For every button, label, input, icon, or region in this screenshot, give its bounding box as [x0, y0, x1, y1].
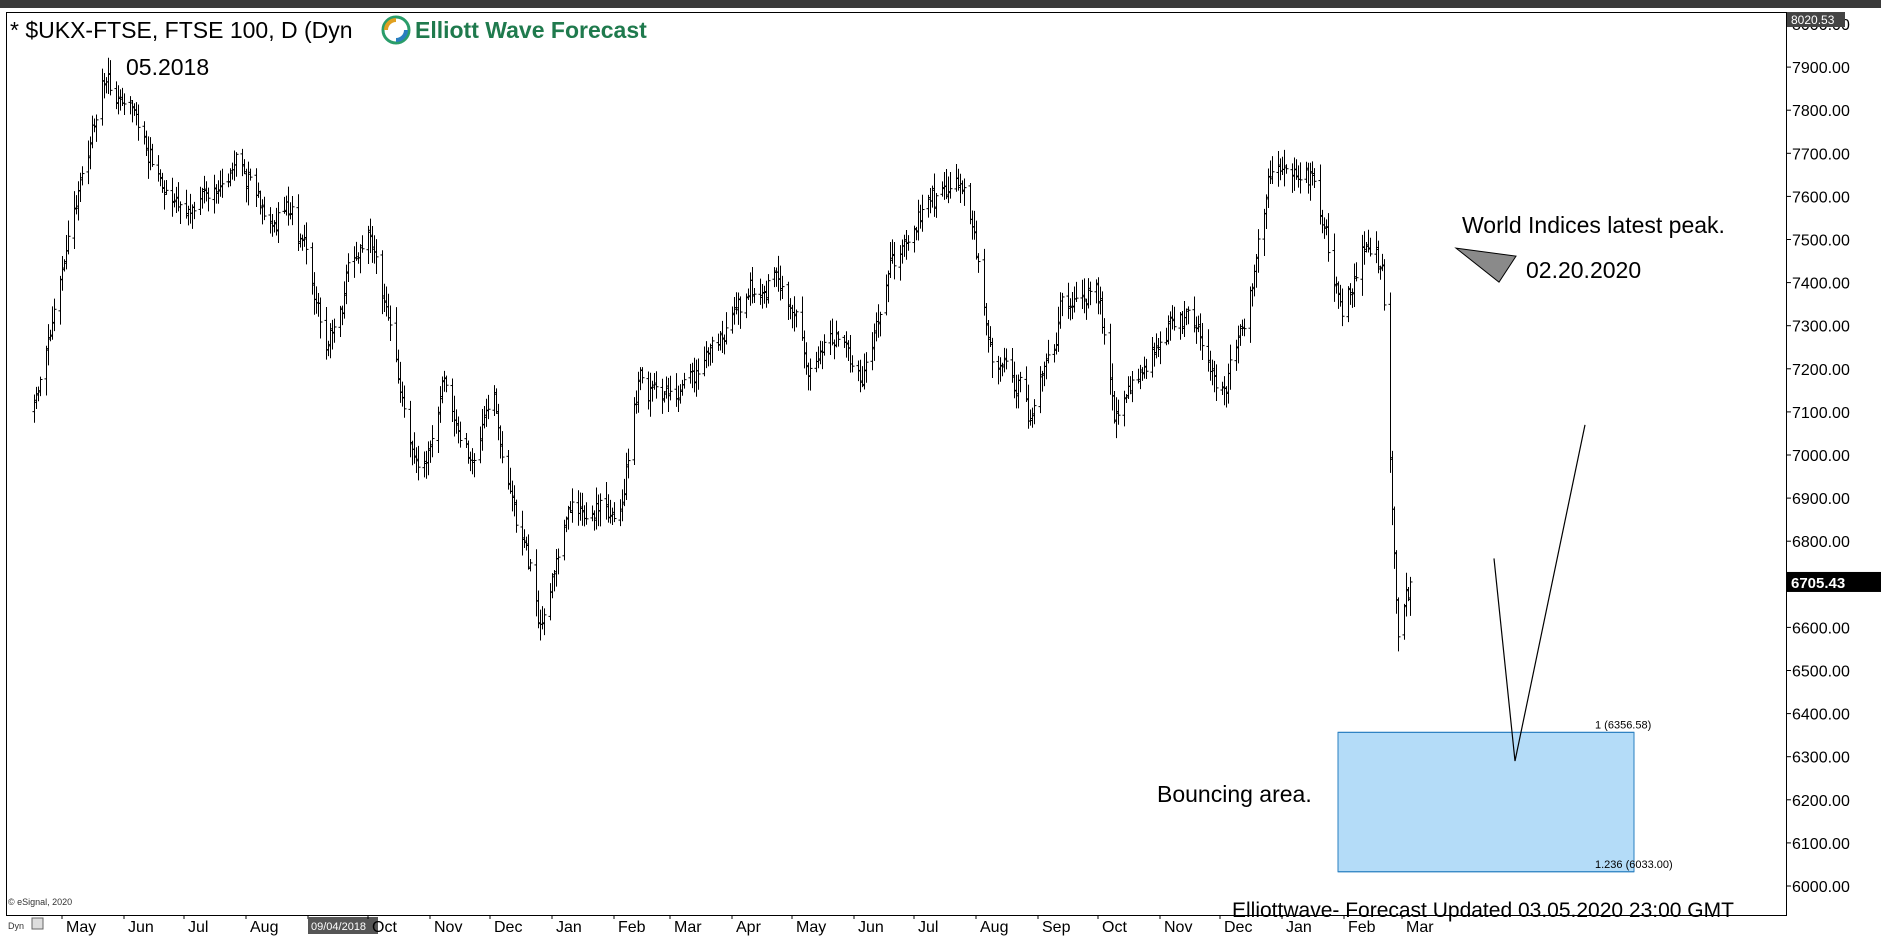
x-label-highlight: [308, 917, 378, 934]
top-border: [0, 0, 1881, 8]
esignal-credit: © eSignal, 2020: [8, 897, 72, 907]
bottom-axis-bg: [6, 916, 1787, 941]
y-tick-label: 6100.00: [1792, 836, 1850, 853]
x-label: 09/04/2018: [311, 921, 366, 933]
dyn-toggle-box[interactable]: [31, 917, 44, 930]
y-tick-label: 7100.00: [1792, 405, 1850, 422]
y-tick-label: 7500.00: [1792, 233, 1850, 250]
y-tick-label: 7600.00: [1792, 189, 1850, 206]
top-price-label: 8020.53: [1791, 13, 1835, 27]
x-label: Jan: [556, 919, 582, 936]
x-label: Mar: [674, 919, 702, 936]
x-label: Nov: [434, 919, 462, 936]
x-axis: May Jun Jul Aug 09/04/2018 Oct Nov Dec Jan Feb Mar…: [61, 915, 1434, 936]
y-tick-label: 7800.00: [1792, 103, 1850, 120]
y-tick-label: 6500.00: [1792, 664, 1850, 681]
bouncing-area-label: Bouncing area.: [1157, 781, 1312, 807]
projection-path: [1493, 424, 1586, 762]
dyn-label: Dyn: [8, 921, 24, 931]
fib-label-2: 1.236 (6033.00): [1595, 859, 1673, 871]
x-label: Dec: [1224, 919, 1252, 936]
y-tick-label: 6300.00: [1792, 750, 1850, 767]
x-label: Oct: [372, 919, 397, 936]
x-label: Aug: [980, 919, 1008, 936]
y-tick-label: 7400.00: [1792, 276, 1850, 293]
x-label: Aug: [250, 919, 278, 936]
x-label: Feb: [618, 919, 646, 936]
logo: Elliott Wave Forecast: [381, 15, 647, 45]
y-tick-label: 7900.00: [1792, 60, 1850, 77]
y-tick-label: 6600.00: [1792, 620, 1850, 637]
last-price-label: 6705.43: [1791, 575, 1845, 592]
x-label: Mar: [1406, 919, 1434, 936]
world-peak-date-label: 02.20.2020: [1526, 257, 1641, 283]
y-tick-label: 7200.00: [1792, 362, 1850, 379]
x-label: Nov: [1164, 919, 1192, 936]
y-tick-label: 6900.00: [1792, 491, 1850, 508]
last-price-tag: [1787, 571, 1881, 592]
y-tick-label: 7000.00: [1792, 448, 1850, 465]
fib-label-1: 1 (6356.58): [1595, 719, 1651, 731]
y-axis: 8000.007900.007800.007700.007600.007500.…: [1786, 17, 1850, 896]
top-price-tag: [1787, 12, 1845, 27]
x-label: Jun: [858, 919, 884, 936]
x-label: Feb: [1348, 919, 1376, 936]
x-label: Sep: [1042, 919, 1071, 936]
peak-2018-label: 05.2018: [126, 54, 209, 80]
world-peak-label: World Indices latest peak.: [1462, 212, 1725, 238]
x-label: Jul: [188, 919, 208, 936]
peak-marker-triangle: [1454, 247, 1517, 283]
bouncing-area-box: [1337, 731, 1635, 873]
y-tick-label: 6800.00: [1792, 534, 1850, 551]
ohlc-bars: [32, 57, 1413, 652]
x-label: Apr: [736, 919, 762, 936]
y-tick-label: 6400.00: [1792, 707, 1850, 724]
x-label: May: [796, 919, 826, 936]
y-tick-label: 7300.00: [1792, 319, 1850, 336]
x-label: Jul: [918, 919, 938, 936]
footer-update: Elliottwave- Forecast Updated 03.05.2020…: [1232, 899, 1734, 922]
y-tick-label: 7700.00: [1792, 146, 1850, 163]
plot-frame: [6, 12, 1787, 916]
y-tick-label: 6200.00: [1792, 793, 1850, 810]
x-label: May: [66, 919, 96, 936]
chart-title: * $UKX-FTSE, FTSE 100, D (Dyn: [10, 17, 353, 43]
logo-text: Elliott Wave Forecast: [415, 17, 647, 43]
y-tick-label: 6000.00: [1792, 879, 1850, 896]
x-label: Jan: [1286, 919, 1312, 936]
x-label: Jun: [128, 919, 154, 936]
x-label: Dec: [494, 919, 522, 936]
x-label: Oct: [1102, 919, 1127, 936]
